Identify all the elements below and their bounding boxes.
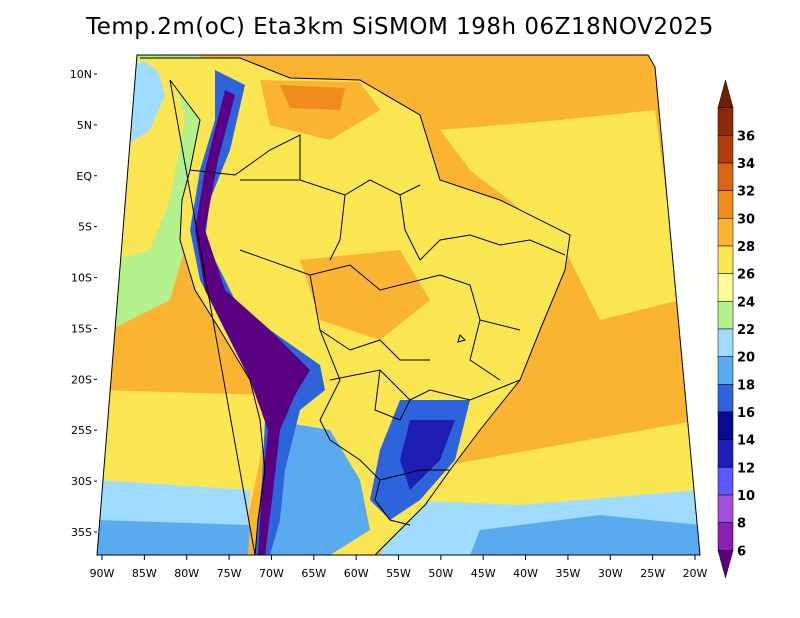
lon-tick-label: 70W <box>259 567 284 580</box>
lat-tick-label: 10N <box>70 68 92 81</box>
land-hot-north <box>280 85 345 110</box>
andes-core-cold <box>195 90 310 555</box>
lon-tick-label: 85W <box>132 567 157 580</box>
lat-tick-label: 35S <box>71 526 92 539</box>
colorbar-segment <box>717 550 734 579</box>
andes-cold <box>190 70 325 555</box>
lon-tick-label: 40W <box>513 567 538 580</box>
colorbar-segment <box>717 190 734 219</box>
colorbar: 6 8 10 12 14 16 18 20 22 24 26 28 30 32 34 36 <box>717 79 755 579</box>
colorbar-level-label: 26 <box>737 268 755 283</box>
south-pacific-cold <box>97 520 250 555</box>
colorbar-segment <box>717 273 734 302</box>
lon-tick-label: 60W <box>344 567 369 580</box>
colorbar-segment <box>717 356 734 385</box>
lat-tick-label: 5N <box>77 119 92 132</box>
colorbar-segment <box>717 467 734 496</box>
lat-tick-label: 20S <box>71 373 92 386</box>
longitude-axis: 90W 85W 80W 75W 70W 65W 60W 55W 50W 45W 40W 35W 30W 2… <box>90 555 708 580</box>
lat-tick-label: 10S <box>71 272 92 285</box>
lon-tick-label: 25W <box>640 567 665 580</box>
colorbar-segment <box>717 107 734 136</box>
colorbar-segment <box>717 439 734 468</box>
lon-tick-label: 35W <box>555 567 580 580</box>
colorbar-segment <box>717 384 734 413</box>
map-field <box>97 55 700 555</box>
colorbar-segment <box>717 218 734 247</box>
country-borders <box>140 57 571 555</box>
colorbar-level-label: 22 <box>737 323 755 338</box>
colorbar-level-label: 28 <box>737 240 755 255</box>
lat-tick-label: EQ <box>76 170 92 183</box>
colorbar-segment <box>717 494 734 523</box>
lon-tick-label: 75W <box>217 567 242 580</box>
lon-tick-label: 45W <box>471 567 496 580</box>
colorbar-level-label: 32 <box>737 185 755 200</box>
colorbar-segment <box>717 301 734 330</box>
colorbar-level-label: 36 <box>737 129 755 144</box>
lon-tick-label: 90W <box>90 567 115 580</box>
colorbar-level-label: 14 <box>737 434 755 449</box>
colorbar-level-label: 12 <box>737 461 755 476</box>
map-frame <box>96 54 701 556</box>
colorbar-segment <box>717 411 734 440</box>
land-cold-south <box>400 420 455 490</box>
lon-tick-label: 30W <box>598 567 623 580</box>
lon-tick-label: 55W <box>386 567 411 580</box>
lon-tick-label: 50W <box>428 567 453 580</box>
colorbar-level-label: 20 <box>737 351 755 366</box>
lon-tick-label: 20W <box>683 567 708 580</box>
lon-tick-label: 80W <box>174 567 199 580</box>
lon-tick-label: 65W <box>301 567 326 580</box>
colorbar-level-label: 30 <box>737 212 755 227</box>
colorbar-segment <box>717 328 734 357</box>
map-title: Temp.2m(oC) Eta3km SiSMOM 198h 06Z18NOV2… <box>86 14 714 40</box>
colorbar-level-label: 8 <box>737 517 746 532</box>
colorbar-level-label: 16 <box>737 406 755 421</box>
colorbar-level-label: 18 <box>737 378 755 393</box>
colorbar-level-label: 34 <box>737 157 755 172</box>
colorbar-segment <box>717 79 734 108</box>
land-warm-center <box>300 250 430 340</box>
lat-tick-label: 30S <box>71 475 92 488</box>
lat-tick-label: 5S <box>78 221 92 234</box>
lat-tick-label: 25S <box>71 424 92 437</box>
colorbar-segment <box>717 162 734 191</box>
colorbar-segment <box>717 245 734 274</box>
atlantic-mild-zone <box>440 110 680 320</box>
colorbar-segment <box>717 135 734 164</box>
colorbar-level-label: 10 <box>737 489 755 504</box>
colorbar-level-label: 6 <box>737 544 746 559</box>
colorbar-level-label: 24 <box>737 295 755 310</box>
lat-tick-label: 15S <box>71 322 92 335</box>
south-atlantic-cold <box>470 515 700 555</box>
latitude-axis: 10N 5N EQ 5S 10S 15S 20S 25S 30S 35S <box>70 68 97 539</box>
colorbar-segment <box>717 522 734 551</box>
